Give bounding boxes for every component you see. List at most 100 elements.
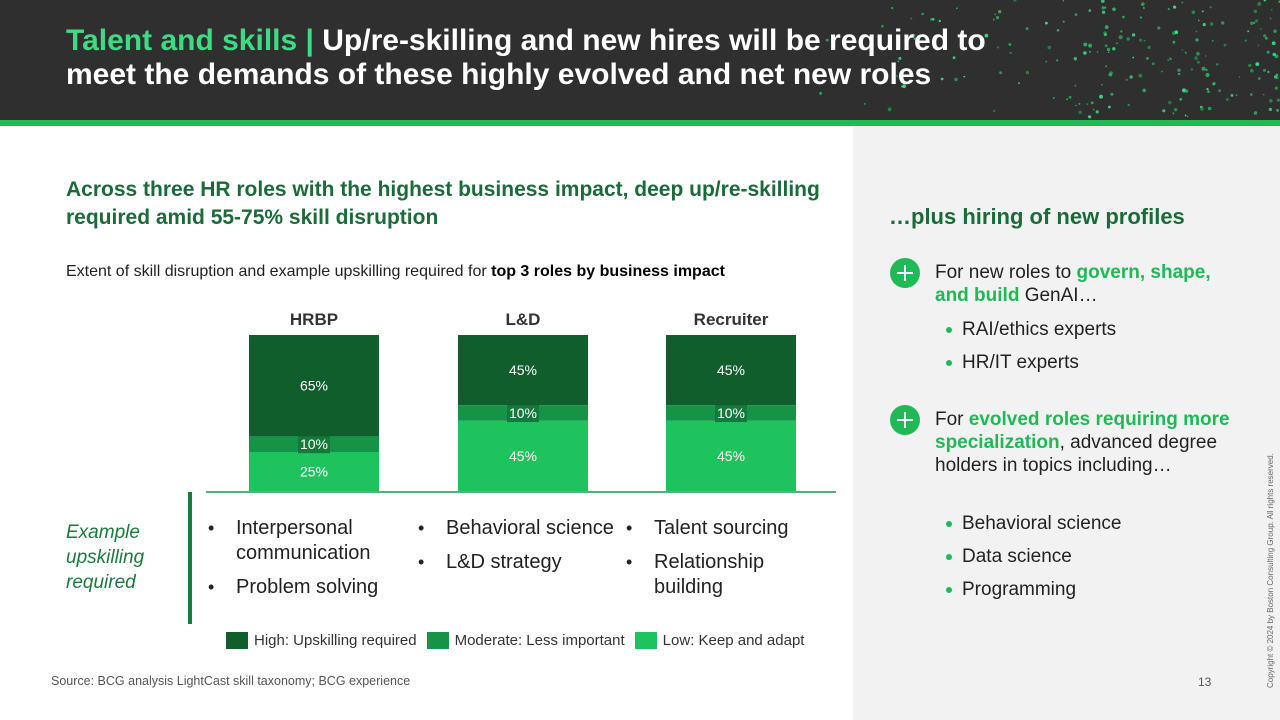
decorative-dot [1263,0,1266,2]
decorative-dot [1095,110,1099,114]
decorative-dot [938,19,941,23]
decorative-dot [1210,22,1214,26]
value-label: 45% [509,362,537,378]
decorative-dot [1184,51,1188,54]
decorative-dot [1139,16,1142,19]
decorative-dot [1177,72,1181,76]
decorative-dot [1083,51,1087,55]
decorative-dot [1218,89,1221,92]
decorative-dot [1267,70,1270,74]
decorative-dot [1147,45,1151,50]
new-roles-text-highlight: govern, shape, and build [935,262,1211,306]
decorative-dot [910,17,913,20]
decorative-dot [1000,72,1002,74]
decorative-dot [1212,83,1215,86]
decorative-dot [921,12,924,16]
decorative-dot [912,33,916,37]
decorative-dot [891,6,894,10]
list-item: RAI/ethics experts [946,318,1116,341]
decorative-dot [837,70,840,73]
decorative-dot [1132,56,1135,59]
legend-swatch [634,631,657,649]
decorative-dot [1101,6,1105,10]
evolved-roles-text: For evolved roles requiring more special… [935,408,1235,477]
decorative-dot [1088,43,1093,48]
upskilling-item: Problem solving [206,575,406,600]
decorative-dot [1073,57,1078,61]
decorative-dot [1112,7,1116,12]
decorative-dot [1238,76,1241,78]
legend-entry: Low: Keep and adapt [634,631,804,649]
value-label-bg [715,404,747,422]
decorative-dot [1172,40,1176,44]
list-item: Programming [946,578,1121,601]
value-label: 45% [717,362,745,378]
decorative-dot [1221,21,1225,25]
value-label: 10% [717,405,745,421]
decorative-dot [1265,36,1268,40]
decorative-dot [1143,39,1146,42]
decorative-dot [1083,42,1088,47]
decorative-dot [1216,63,1219,66]
decorative-dot [1276,108,1280,112]
decorative-dot [996,46,1000,49]
decorative-dot [1142,7,1145,9]
decorative-dot [1250,21,1254,25]
legend-entry: Moderate: Less important [426,631,625,649]
list-item: Behavioral science [946,512,1121,535]
decorative-dot [1045,21,1048,25]
decorative-dot [995,16,1000,20]
decorative-dot [1270,8,1273,11]
decorative-dot [913,37,917,40]
decorative-dot [1104,44,1108,48]
decorative-dot [881,24,884,28]
decorative-dot [1182,88,1186,93]
decorative-dot [1157,26,1161,30]
new-roles-text-post: GenAI… [1019,285,1098,306]
decorative-dot [1161,70,1163,73]
decorative-dot [902,84,906,89]
legend-swatch [226,631,248,649]
decorative-dot [1090,101,1094,105]
decorative-dot [1062,20,1065,23]
decorative-dot [1112,47,1116,51]
decorative-dot [896,75,899,78]
decorative-dot [932,18,935,21]
plus-icon [890,258,920,288]
decorative-dot [1141,2,1145,6]
decorative-dot [1253,111,1258,115]
decorative-dot [1108,105,1111,109]
decorative-dot [1052,97,1055,99]
legend-label: Moderate: Less important [454,631,625,649]
decorative-dot [1151,62,1155,66]
decorative-dot [1110,92,1114,96]
upskilling-list-hrbp: Interpersonal communication Problem solv… [206,516,406,609]
decorative-dot [1268,107,1273,112]
decorative-dot [1078,102,1081,105]
decorative-dot [1181,49,1184,51]
value-label-bg [298,435,330,454]
decorative-dot [1009,51,1012,55]
page-number: 13 [1198,675,1212,689]
decorative-dot [898,56,902,60]
chart-subtitle-plain: Extent of skill disruption and example u… [66,263,492,280]
decorative-dot [1235,94,1238,96]
decorative-dot [984,33,989,38]
decorative-dot [1122,15,1125,19]
decorative-dot [1088,9,1092,12]
evolved-roles-text-highlight: evolved roles requiring more specializat… [935,409,1230,453]
decorative-dot [1008,43,1012,46]
decorative-dot [1138,73,1143,78]
decorative-dot [1167,58,1170,62]
decorative-dot [992,18,995,21]
decorative-dot [1269,99,1273,103]
decorative-dot [1074,84,1077,87]
decorative-dot [1262,68,1267,72]
decorative-dot [1185,89,1189,93]
decorative-dot [1047,45,1052,50]
upskilling-list-recruiter: Talent sourcing Relationship building [624,516,824,609]
decorative-dot [1103,33,1107,37]
decorative-dot [1262,93,1265,96]
chart-subtitle-bold: top 3 roles by business impact [491,263,725,280]
decorative-dots [796,0,1280,119]
